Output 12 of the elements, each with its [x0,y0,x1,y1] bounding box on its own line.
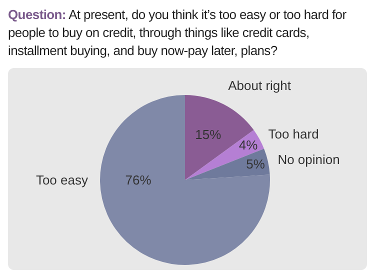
slice-label: No opinion [278,152,340,167]
data-label: 76% [125,172,152,188]
pie-slice [185,130,264,180]
slice-label: About right [228,78,292,93]
pie-slice [100,95,270,265]
slice-label: Too easy [36,172,88,188]
data-label: 4% [238,138,258,153]
pie-slice [185,148,270,180]
chart-title: Question: At present, do you think it’s too easy or too hard for people to buy on credit, through things like credit cards, installment buying, and buy now-pay later, plans? [8,6,348,60]
slice-label: Too hard [268,126,319,142]
data-label: 5% [246,156,266,172]
data-label: 15% [195,127,222,142]
